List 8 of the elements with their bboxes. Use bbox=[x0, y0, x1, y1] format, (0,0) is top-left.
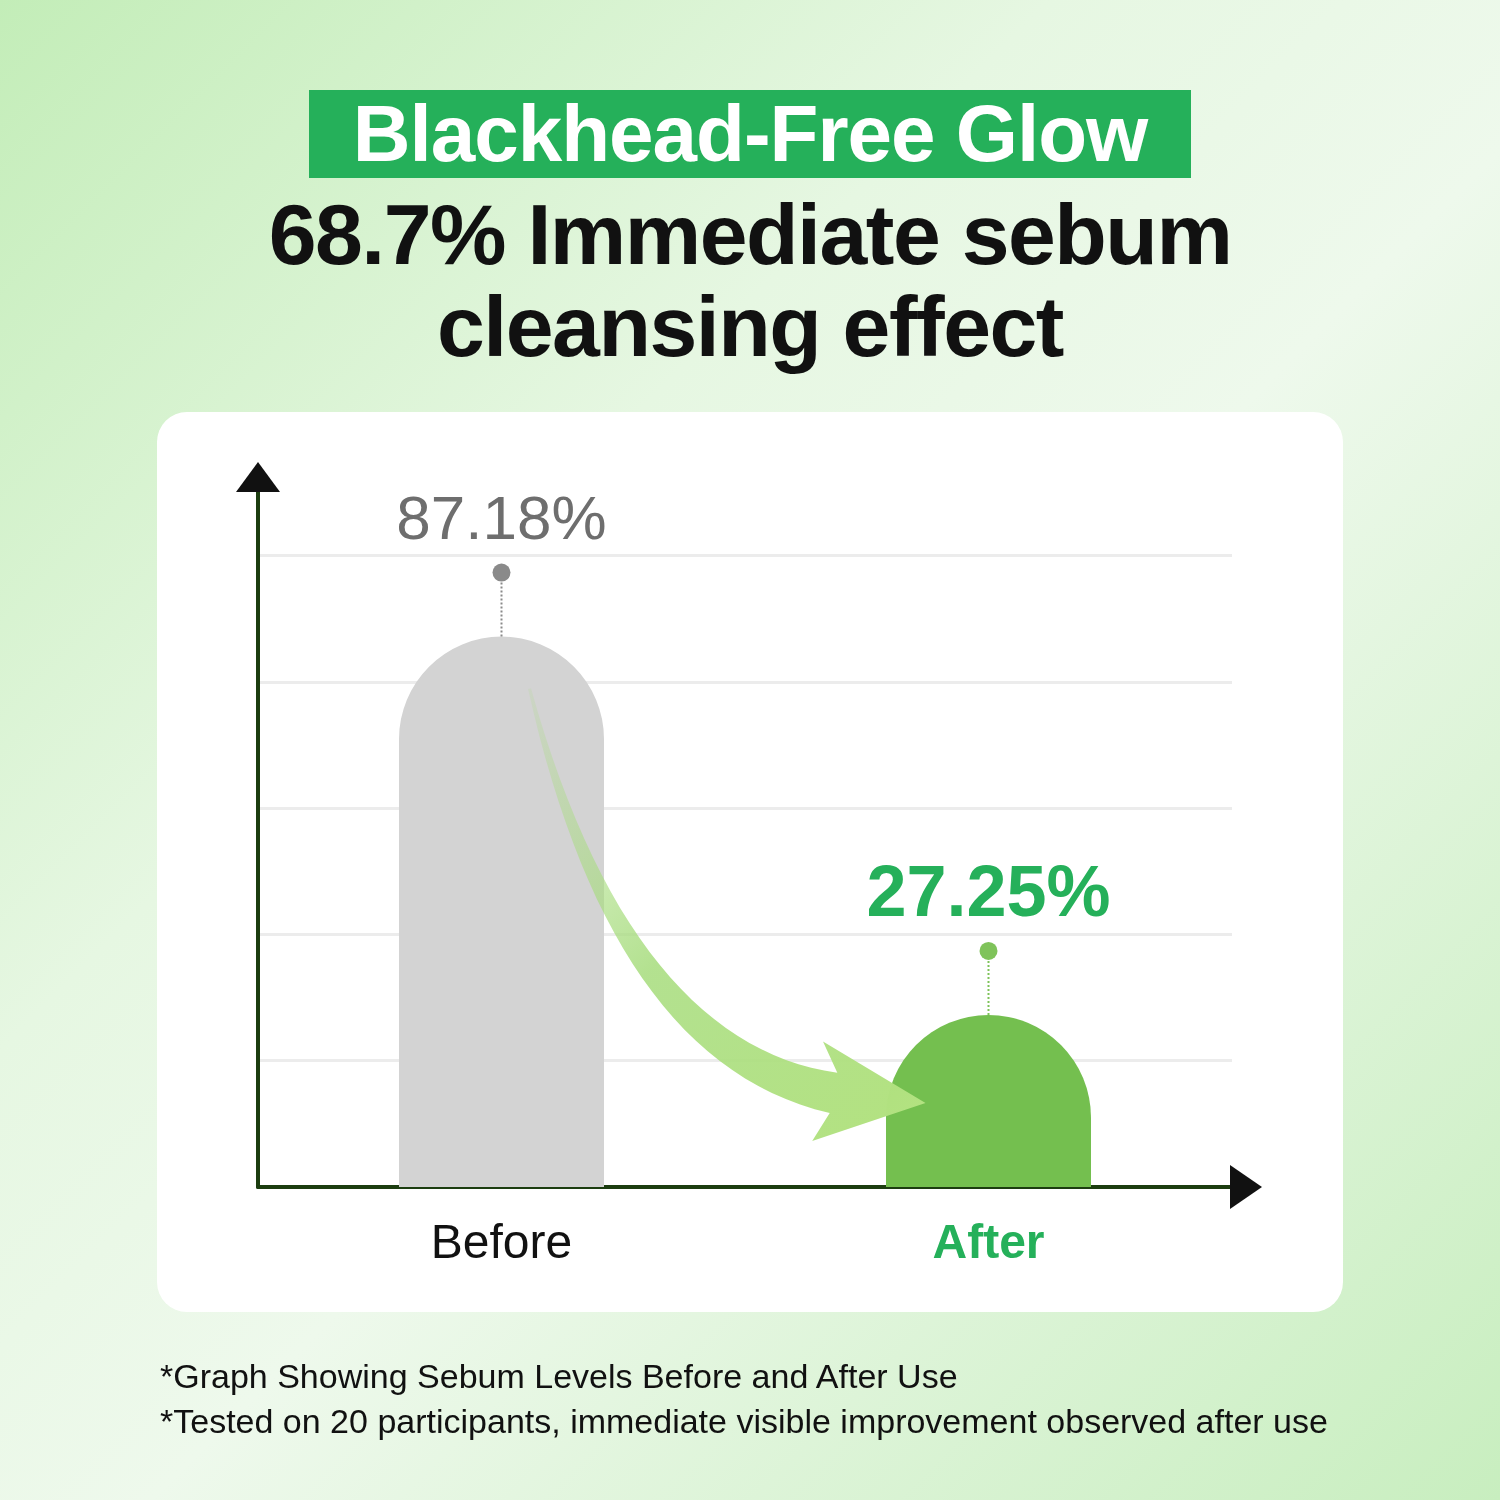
x-tick-label: After bbox=[932, 1214, 1045, 1268]
text: *Tested on 20 participants, immediate visible improvement observed after use bbox=[160, 1401, 1328, 1442]
text: *Graph Showing Sebum Levels Before and After Use bbox=[160, 1356, 959, 1397]
chart-subtitle: 68.7% Immediate sebum cleansing effect bbox=[267, 186, 1233, 374]
data-label: 27.25% bbox=[866, 850, 1111, 931]
data-label: 87.18% bbox=[396, 483, 607, 553]
chart-title: Blackhead-Free Glow bbox=[308, 89, 1192, 178]
x-tick-label: Before bbox=[430, 1214, 573, 1268]
